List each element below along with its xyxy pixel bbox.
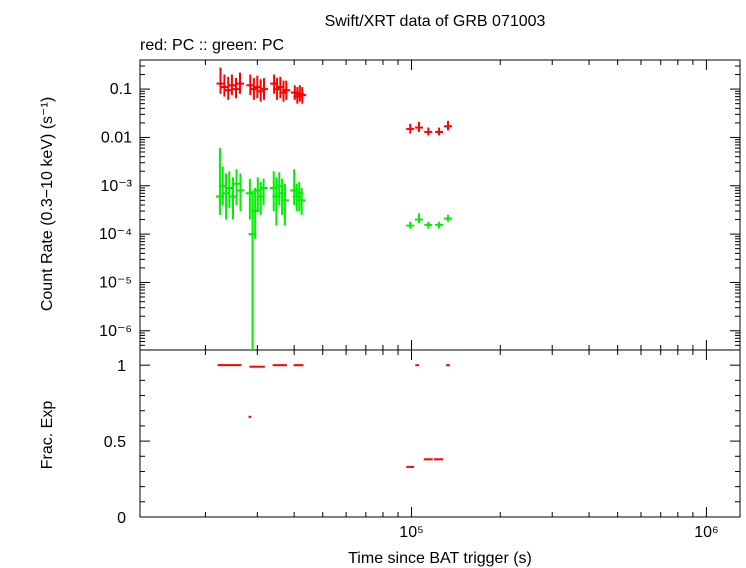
data-point — [216, 67, 225, 94]
bottom-ylabel: Frac. Exp — [39, 401, 56, 470]
data-point — [282, 80, 291, 100]
data-point — [435, 127, 444, 136]
chart-title: Swift/XRT data of GRB 071003 — [325, 13, 546, 30]
y-tick-label: 10⁻⁴ — [99, 226, 132, 243]
data-point — [259, 178, 268, 205]
y-tick-label: 0 — [117, 510, 126, 527]
top-data-marks — [215, 67, 453, 350]
data-point — [444, 214, 453, 222]
data-point — [298, 87, 307, 104]
y-tick-label: 10⁻³ — [100, 178, 132, 195]
y-tick-label: 0.1 — [110, 81, 132, 98]
data-point — [414, 213, 423, 223]
data-point — [236, 173, 245, 212]
data-point — [280, 183, 289, 226]
data-point — [406, 123, 415, 134]
data-point — [232, 169, 241, 205]
data-point — [406, 221, 415, 229]
y-tick-label: 0.5 — [104, 434, 126, 451]
data-point — [235, 72, 244, 94]
y-tick-label: 0.01 — [101, 129, 132, 146]
data-point — [259, 77, 268, 100]
chart-subtitle: red: PC :: green: PC — [140, 37, 284, 54]
data-point — [232, 77, 241, 99]
data-point — [220, 74, 229, 97]
bottom-panel-frame — [139, 349, 741, 518]
top-axis-ticks: 0.1 0.01 10⁻³ 10⁻⁴ 10⁻⁵ 10⁻⁶ — [99, 59, 740, 351]
y-tick-label: 10⁻⁶ — [99, 323, 132, 340]
data-point — [424, 127, 433, 136]
y-tick-label: 1 — [117, 358, 126, 375]
top-ylabel: Count Rate (0.3−10 keV) (s⁻¹) — [39, 97, 56, 311]
x-axis-label: Time since BAT trigger (s) — [348, 550, 532, 567]
bottom-axis-ticks: 10⁵ 10⁶ 0 0.5 1 — [104, 350, 740, 541]
data-point — [424, 221, 433, 229]
data-point — [224, 76, 233, 100]
data-point — [414, 121, 423, 132]
data-point — [227, 74, 236, 96]
bottom-data-marks — [217, 364, 450, 468]
x-tick-label: 10⁶ — [694, 524, 718, 541]
y-tick-label: 10⁻⁵ — [99, 274, 132, 291]
data-point — [297, 187, 306, 215]
data-point — [444, 120, 453, 131]
x-tick-label: 10⁵ — [399, 524, 423, 541]
data-point — [435, 221, 444, 229]
